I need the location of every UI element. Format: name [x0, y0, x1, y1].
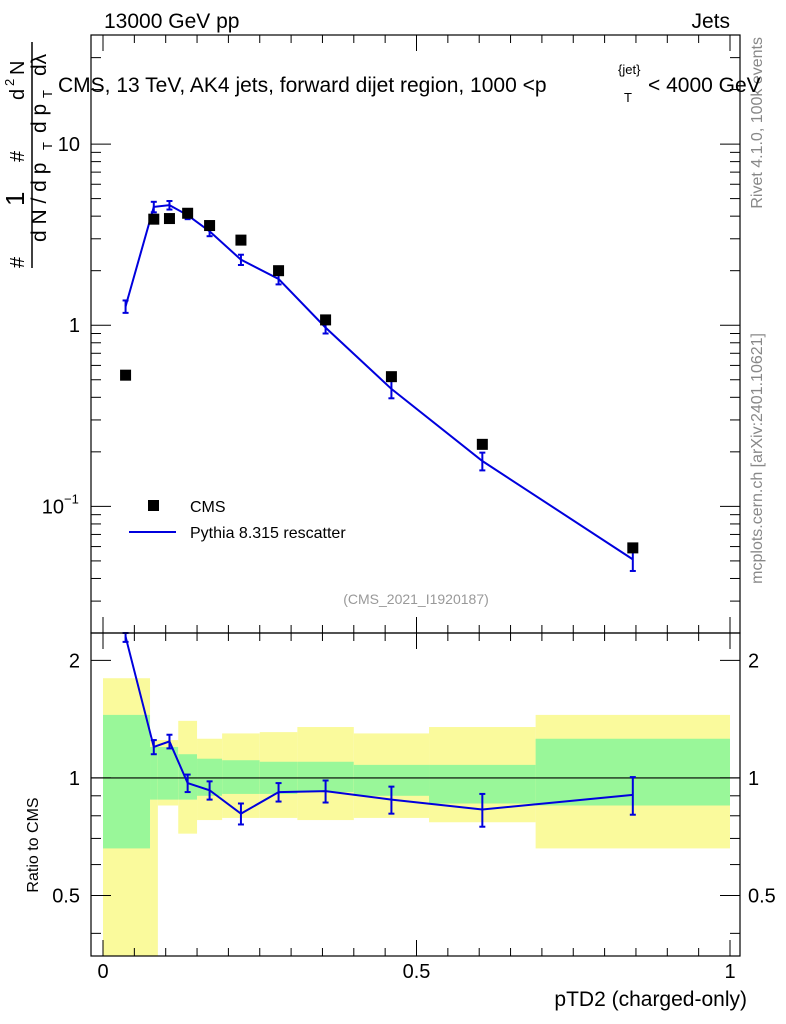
band-inner-2 — [157, 747, 179, 800]
ylabel-d: d — [7, 89, 29, 100]
legend-mc-label: Pythia 8.315 rescatter — [190, 525, 346, 542]
x-tick-label: 1 — [724, 961, 735, 983]
ylabel-dn-dpt: d N / d p — [28, 163, 51, 242]
main-frame — [90, 34, 741, 634]
x-axis-label: pTD2 (charged-only) — [554, 988, 747, 1011]
ratio-y-tick-label-right: 1 — [748, 768, 759, 790]
legend-cms-label: CMS — [190, 499, 226, 516]
ratio-plot — [122, 632, 636, 828]
cms-point-9 — [476, 438, 488, 450]
header-right: Jets — [691, 10, 730, 33]
cms-point-4 — [204, 220, 216, 232]
ylabel-one: 1 — [0, 192, 30, 206]
main-plot — [120, 199, 639, 572]
ratio-y-tick-label-left: 0.5 — [52, 886, 80, 908]
plot-title: CMS, 13 TeV, AK4 jets, forward dijet reg… — [58, 62, 761, 105]
ylabel-hash-2: # — [7, 150, 29, 162]
ratio-y-tick-label-left: 2 — [69, 650, 80, 672]
cms-point-10 — [627, 542, 639, 554]
title-sup: {jet} — [618, 62, 641, 77]
x-tick-label: 0 — [97, 961, 108, 983]
band-outer-1 — [150, 740, 158, 956]
ratio-y-tick-label-right: 2 — [748, 650, 759, 672]
ylabel-dpt: d p — [28, 104, 51, 133]
ylabel-sub-t-1: T — [40, 142, 55, 150]
ylabel-dlambda: dλ — [28, 53, 51, 76]
cms-point-2 — [163, 213, 175, 225]
band-inner-5 — [222, 760, 260, 794]
title-end: < 4000 GeV — [648, 74, 761, 97]
cms-point-0 — [120, 369, 132, 381]
band-inner-1 — [150, 747, 158, 800]
cms-point-7 — [320, 314, 332, 326]
ylabel-hash-1: # — [7, 256, 29, 268]
ylabel-sup-2: 2 — [2, 79, 17, 86]
cms-point-5 — [235, 234, 247, 246]
ylabel-sub-t-2: T — [40, 90, 55, 98]
ratio-y-tick-label-right: 0.5 — [748, 886, 776, 908]
legend-cms-marker — [148, 500, 159, 511]
main-y-tick-label: 10 — [58, 134, 80, 156]
cms-point-1 — [148, 213, 160, 225]
rivet-version-label: Rivet 4.1.0, 100k events — [749, 37, 766, 209]
analysis-watermark: (CMS_2021_I1920187) — [343, 591, 489, 607]
mcplots-label: mcplots.cern.ch [arXiv:2401.10621] — [749, 333, 766, 584]
cms-point-8 — [385, 371, 397, 383]
title-sub: T — [624, 90, 632, 105]
main-y-tick-exp: −1 — [64, 491, 79, 506]
ratio-frame — [90, 632, 741, 957]
header-left: 13000 GeV pp — [104, 10, 239, 33]
ratio-bands — [91, 678, 740, 956]
cms-point-3 — [182, 207, 194, 219]
cms-point-6 — [273, 265, 285, 277]
ratio-y-label: Ratio to CMS — [25, 797, 42, 892]
main-y-label: # 1 d N / d p T # d p T d 2 N dλ — [0, 42, 55, 268]
title-main: CMS, 13 TeV, AK4 jets, forward dijet reg… — [58, 74, 547, 97]
legend: CMS Pythia 8.315 rescatter — [129, 499, 346, 542]
main-y-tick-label: 10 — [42, 496, 64, 518]
main-y-tick-label: 1 — [69, 315, 80, 337]
x-tick-label: 0.5 — [403, 961, 431, 983]
band-inner-0 — [103, 714, 151, 849]
ylabel-n: N — [7, 61, 29, 75]
ratio-y-tick-label-left: 1 — [69, 768, 80, 790]
